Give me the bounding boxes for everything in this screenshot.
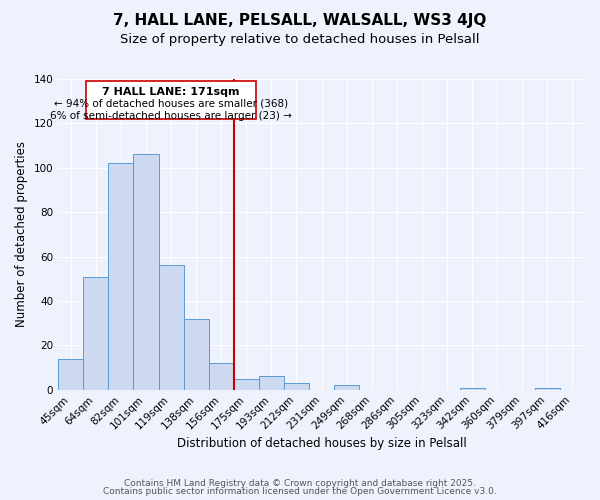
Bar <box>209 363 234 390</box>
Text: 7, HALL LANE, PELSALL, WALSALL, WS3 4JQ: 7, HALL LANE, PELSALL, WALSALL, WS3 4JQ <box>113 12 487 28</box>
Bar <box>83 276 109 390</box>
Bar <box>184 318 209 390</box>
Bar <box>535 388 560 390</box>
Text: Contains HM Land Registry data © Crown copyright and database right 2025.: Contains HM Land Registry data © Crown c… <box>124 478 476 488</box>
Bar <box>334 386 359 390</box>
Bar <box>58 358 83 390</box>
Text: Size of property relative to detached houses in Pelsall: Size of property relative to detached ho… <box>120 32 480 46</box>
Text: ← 94% of detached houses are smaller (368): ← 94% of detached houses are smaller (36… <box>54 99 288 109</box>
X-axis label: Distribution of detached houses by size in Pelsall: Distribution of detached houses by size … <box>177 437 466 450</box>
Y-axis label: Number of detached properties: Number of detached properties <box>15 142 28 328</box>
Bar <box>259 376 284 390</box>
Bar <box>158 266 184 390</box>
Bar <box>133 154 158 390</box>
Bar <box>460 388 485 390</box>
FancyBboxPatch shape <box>86 81 256 119</box>
Text: 6% of semi-detached houses are larger (23) →: 6% of semi-detached houses are larger (2… <box>50 111 292 121</box>
Text: Contains public sector information licensed under the Open Government Licence v3: Contains public sector information licen… <box>103 487 497 496</box>
Text: 7 HALL LANE: 171sqm: 7 HALL LANE: 171sqm <box>103 87 240 97</box>
Bar <box>284 383 309 390</box>
Bar <box>234 378 259 390</box>
Bar <box>109 164 133 390</box>
